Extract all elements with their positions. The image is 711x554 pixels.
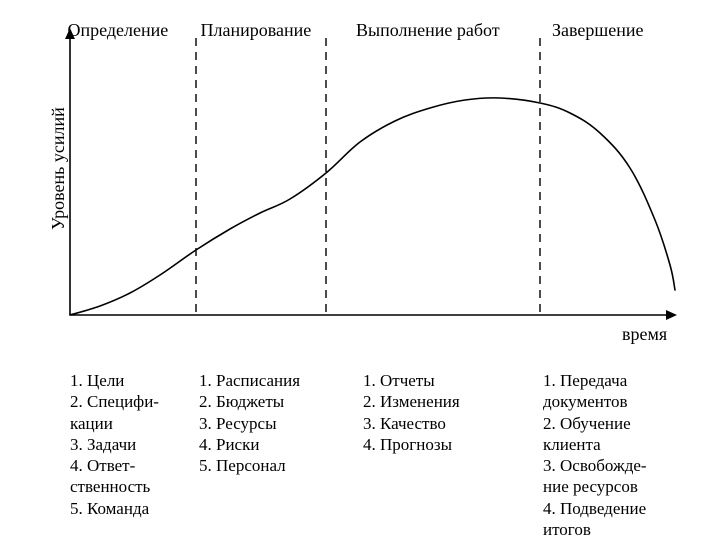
list-line: 1. Расписания — [199, 370, 344, 391]
list-line: 1. Передача — [543, 370, 703, 391]
list-line: 4. Прогнозы — [363, 434, 518, 455]
list-line: кации — [70, 413, 196, 434]
project-lifecycle-chart: Уровень усилий Определение Планирование … — [0, 0, 711, 554]
list-line: ние ресурсов — [543, 476, 703, 497]
list-line: 2. Бюджеты — [199, 391, 344, 412]
list-line: 4. Подведение — [543, 498, 703, 519]
list-line: клиента — [543, 434, 703, 455]
list-line: 2. Обучение — [543, 413, 703, 434]
list-line: 3. Качество — [363, 413, 518, 434]
list-line: итогов — [543, 519, 703, 540]
list-line: 4. Ответ- — [70, 455, 196, 476]
phase-list-col-3: 1. Передачадокументов2. Обучениеклиента3… — [543, 370, 703, 540]
list-line: 5. Персонал — [199, 455, 344, 476]
list-line: 3. Освобожде- — [543, 455, 703, 476]
phase-list-col-2: 1. Отчеты2. Изменения3. Качество4. Прогн… — [363, 370, 518, 455]
list-line: 5. Команда — [70, 498, 196, 519]
list-line: ственность — [70, 476, 196, 497]
list-line: 2. Специфи- — [70, 391, 196, 412]
list-line: документов — [543, 391, 703, 412]
list-line: 2. Изменения — [363, 391, 518, 412]
list-line: 1. Отчеты — [363, 370, 518, 391]
phase-list-col-1: 1. Расписания2. Бюджеты3. Ресурсы4. Риск… — [199, 370, 344, 476]
list-line: 1. Цели — [70, 370, 196, 391]
phase-list-col-0: 1. Цели2. Специфи-кации3. Задачи4. Ответ… — [70, 370, 196, 519]
list-line: 3. Ресурсы — [199, 413, 344, 434]
list-line: 3. Задачи — [70, 434, 196, 455]
list-line: 4. Риски — [199, 434, 344, 455]
